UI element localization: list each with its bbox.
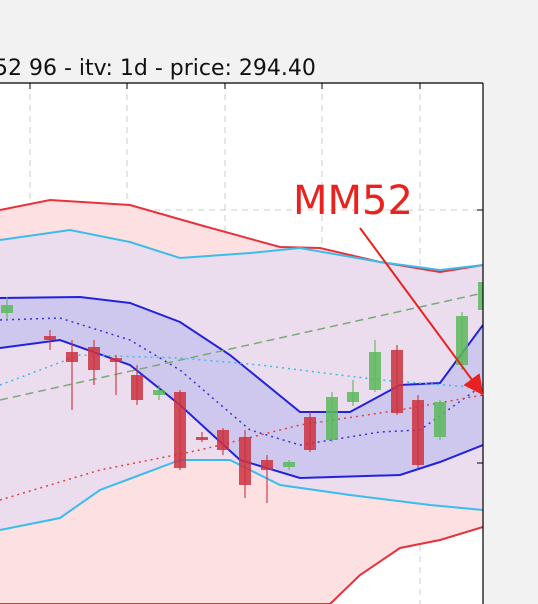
candle-body [261, 460, 273, 470]
candle-body [456, 316, 468, 365]
candle-body [88, 347, 100, 370]
candle-body [131, 375, 143, 400]
annotation: MM52 [293, 178, 413, 224]
candle-body [110, 358, 122, 362]
candle-body [478, 282, 483, 310]
candle-body [347, 392, 359, 402]
candle-body [66, 352, 78, 362]
annotation-arrow [359, 227, 484, 396]
candle-body [153, 390, 165, 395]
candle-body [391, 350, 403, 413]
line [0, 526, 483, 604]
candle-body [217, 430, 229, 450]
candle-body [326, 397, 338, 440]
candle-body [412, 400, 424, 465]
candle-body [369, 352, 381, 390]
candle-body [239, 437, 251, 485]
line [0, 228, 483, 272]
candle-body [174, 392, 186, 468]
candle-body [1, 305, 13, 313]
ticks [29, 83, 483, 464]
candle-body [196, 437, 208, 440]
candle-body [434, 402, 446, 437]
line [0, 459, 483, 531]
line [0, 198, 483, 274]
line [0, 292, 483, 401]
plot [0, 83, 483, 604]
line [0, 295, 483, 413]
line [0, 317, 483, 446]
candle-body [283, 462, 295, 467]
candle-body [44, 336, 56, 340]
candle-body [304, 417, 316, 450]
chart-title: 52 96 - itv: 1d - price: 294.40 [0, 56, 316, 81]
band-fill [0, 297, 483, 478]
